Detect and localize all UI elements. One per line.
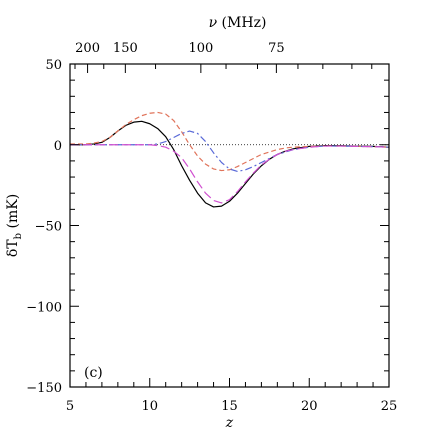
y-axis-subscript: b: [13, 233, 24, 239]
y-tick-label: −150: [26, 381, 62, 396]
tick-layer: 5 10 15 20 25 50 0 −50 −100 −150 200 150 100 75: [26, 41, 397, 414]
x-tick-label: 20: [301, 399, 318, 414]
series-line-1: [70, 120, 390, 208]
top-tick-label: 150: [113, 41, 138, 56]
label-layer: z ν (MHz) δTb (mK) (c): [5, 15, 266, 431]
x-tick-label: 15: [221, 399, 238, 414]
x-axis-title: z: [225, 415, 234, 431]
y-tick-label: −100: [26, 300, 62, 315]
series-line-2: [70, 111, 390, 172]
y-axis-main: δT: [5, 239, 21, 257]
x-tick-label: 25: [381, 399, 398, 414]
plot-frame: [69, 63, 390, 388]
y-tick-label: −50: [35, 220, 62, 235]
top-axis-symbol: ν: [209, 15, 218, 31]
y-tick-label: 50: [45, 58, 62, 73]
x-tick-label: 5: [66, 399, 74, 414]
panel-label: (c): [84, 365, 103, 381]
top-tick-label: 200: [75, 41, 100, 56]
top-tick-label: 75: [268, 41, 285, 56]
y-tick-label: 0: [54, 139, 62, 154]
series-layer: [70, 111, 390, 208]
x-tick-label: 10: [141, 399, 158, 414]
series-line-4: [70, 144, 390, 204]
y-axis-title: δTb (mK): [5, 194, 24, 257]
top-tick-label: 100: [188, 41, 213, 56]
y-axis-unit: (mK): [5, 194, 21, 233]
top-axis-unit: (MHz): [217, 15, 266, 31]
top-axis-title: ν (MHz): [209, 15, 267, 31]
series-line-3: [70, 130, 390, 172]
